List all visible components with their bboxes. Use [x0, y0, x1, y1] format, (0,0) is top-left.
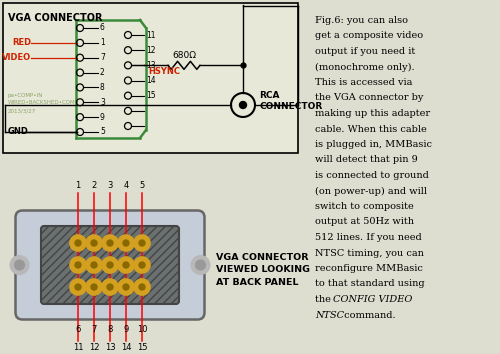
Text: 14: 14: [121, 343, 131, 352]
Text: 7: 7: [100, 53, 105, 62]
Text: NTSC timing, you can: NTSC timing, you can: [315, 249, 424, 257]
Text: output at 50Hz with: output at 50Hz with: [315, 217, 414, 227]
Circle shape: [192, 256, 210, 274]
Text: making up this adapter: making up this adapter: [315, 109, 430, 118]
Circle shape: [118, 257, 134, 273]
Text: (on power-up) and will: (on power-up) and will: [315, 187, 427, 196]
Text: switch to composite: switch to composite: [315, 202, 414, 211]
Text: NTSC: NTSC: [315, 310, 344, 320]
Circle shape: [10, 256, 29, 274]
Text: GND: GND: [8, 127, 29, 137]
Text: reconfigure MMBasic: reconfigure MMBasic: [315, 264, 423, 273]
Text: 11: 11: [146, 30, 156, 40]
Text: 9: 9: [124, 325, 128, 333]
Text: 3: 3: [108, 182, 112, 190]
Text: is plugged in, MMBasic: is plugged in, MMBasic: [315, 140, 432, 149]
Circle shape: [75, 240, 81, 246]
Text: 4: 4: [124, 182, 128, 190]
Text: will detect that pin 9: will detect that pin 9: [315, 155, 418, 165]
Text: 1: 1: [76, 182, 80, 190]
Circle shape: [102, 279, 118, 295]
Text: 680Ω: 680Ω: [172, 51, 196, 60]
Circle shape: [139, 284, 145, 290]
Text: VGA CONNECTOR: VGA CONNECTOR: [8, 13, 102, 23]
Text: This is accessed via: This is accessed via: [315, 78, 412, 87]
Circle shape: [139, 240, 145, 246]
Circle shape: [118, 279, 134, 295]
Text: output if you need it: output if you need it: [315, 47, 415, 56]
Circle shape: [86, 279, 102, 295]
Text: 10: 10: [137, 325, 147, 333]
Text: cable. When this cable: cable. When this cable: [315, 125, 427, 133]
Text: Fig.6: you can also: Fig.6: you can also: [315, 16, 408, 25]
Text: 11: 11: [73, 343, 83, 352]
Circle shape: [102, 235, 118, 251]
Text: pa•COMP•IN: pa•COMP•IN: [8, 92, 44, 97]
Text: 8: 8: [108, 325, 112, 333]
Circle shape: [107, 284, 113, 290]
Circle shape: [102, 257, 118, 273]
Text: 8: 8: [100, 83, 105, 92]
Text: 5: 5: [140, 182, 144, 190]
Text: 15: 15: [137, 343, 147, 352]
Circle shape: [14, 260, 24, 270]
Circle shape: [91, 284, 97, 290]
Text: is connected to ground: is connected to ground: [315, 171, 429, 180]
Circle shape: [91, 262, 97, 268]
Text: 2: 2: [92, 182, 96, 190]
Text: 1: 1: [100, 38, 105, 47]
Circle shape: [86, 235, 102, 251]
Circle shape: [70, 279, 86, 295]
Circle shape: [134, 235, 150, 251]
Text: the: the: [315, 295, 334, 304]
Text: 3: 3: [100, 98, 105, 107]
Circle shape: [134, 279, 150, 295]
Text: VIDEO: VIDEO: [2, 53, 31, 62]
Circle shape: [240, 102, 246, 108]
Text: 14: 14: [146, 76, 156, 85]
Text: 12: 12: [146, 46, 156, 55]
Circle shape: [123, 284, 129, 290]
Text: 6: 6: [100, 23, 105, 33]
Circle shape: [196, 260, 205, 270]
Text: 2013/3/27: 2013/3/27: [8, 108, 36, 114]
Text: 6: 6: [76, 325, 80, 333]
Text: VGA CONNECTOR
VIEWED LOOKING
AT BACK PANEL: VGA CONNECTOR VIEWED LOOKING AT BACK PAN…: [216, 253, 310, 287]
Text: to that standard using: to that standard using: [315, 280, 424, 289]
Circle shape: [123, 240, 129, 246]
Circle shape: [86, 257, 102, 273]
Circle shape: [139, 262, 145, 268]
Circle shape: [75, 284, 81, 290]
Text: CONFIG VIDEO: CONFIG VIDEO: [333, 295, 412, 304]
Text: 12: 12: [89, 343, 99, 352]
Text: RED: RED: [12, 38, 31, 47]
Text: 15: 15: [146, 91, 156, 100]
Text: 2: 2: [100, 68, 105, 77]
Circle shape: [134, 257, 150, 273]
Text: 512 lines. If you need: 512 lines. If you need: [315, 233, 422, 242]
Text: HSYNC: HSYNC: [148, 67, 180, 76]
Circle shape: [70, 235, 86, 251]
Text: 9: 9: [100, 113, 105, 122]
Text: command.: command.: [341, 310, 396, 320]
Text: 13: 13: [146, 61, 156, 70]
Bar: [3, 3, 298, 153]
Text: WIRED•BACKSHED•COM: WIRED•BACKSHED•COM: [8, 101, 76, 105]
Circle shape: [123, 262, 129, 268]
Circle shape: [70, 257, 86, 273]
Text: get a composite video: get a composite video: [315, 32, 423, 40]
Circle shape: [107, 240, 113, 246]
Text: 13: 13: [104, 343, 116, 352]
Text: 5: 5: [100, 127, 105, 137]
Text: RCA
CONNECTOR: RCA CONNECTOR: [259, 91, 322, 112]
Circle shape: [91, 240, 97, 246]
Text: (monochrome only).: (monochrome only).: [315, 63, 414, 72]
Circle shape: [107, 262, 113, 268]
Text: the VGA connector by: the VGA connector by: [315, 93, 424, 103]
Circle shape: [118, 235, 134, 251]
FancyBboxPatch shape: [41, 226, 179, 304]
Text: 7: 7: [92, 325, 96, 333]
FancyBboxPatch shape: [16, 211, 204, 320]
Circle shape: [75, 262, 81, 268]
